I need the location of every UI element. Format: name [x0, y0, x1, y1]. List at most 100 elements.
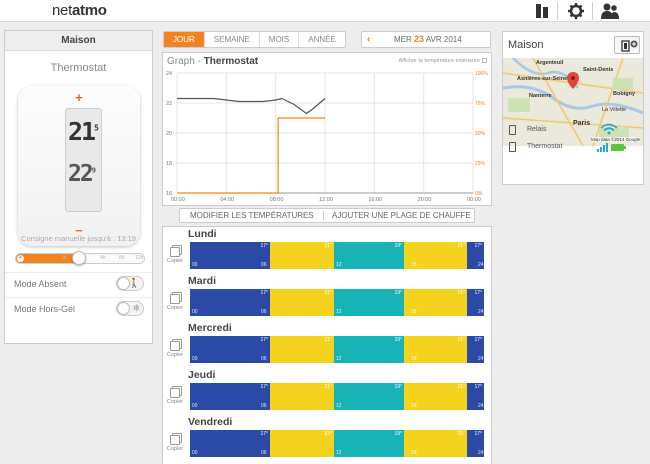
increase-temp-button[interactable]: +: [75, 90, 83, 105]
checkbox[interactable]: [482, 58, 487, 64]
day-schedule-bar[interactable]: 17° 21° 19° 21° 17° 00 06 12 18 24: [190, 242, 484, 269]
netatmo-logo[interactable]: netatmo: [52, 2, 107, 19]
weekly-schedule: Lundi Copier 17° 21° 19° 21° 17° 00 06 12 18 24 Mard…: [162, 226, 492, 464]
thermostat-add-icon: [621, 40, 638, 52]
copy-day-button[interactable]: Copier: [166, 294, 184, 311]
day-schedule-bar[interactable]: 17° 21° 19° 21° 17° 00 06 12 18 24: [190, 430, 484, 457]
schedule-period[interactable]: 19°: [334, 336, 404, 363]
divider: [323, 211, 324, 220]
period-temperature: 21°: [324, 243, 332, 249]
schedule-period[interactable]: 21°: [270, 383, 334, 410]
schedule-period[interactable]: 17°: [467, 289, 484, 316]
map-label: Paris: [573, 120, 591, 127]
schedule-period[interactable]: 21°: [270, 336, 334, 363]
tab-semaine[interactable]: SEMAINE: [205, 32, 260, 47]
copy-icon: [170, 294, 180, 304]
day-name: Vendredi: [188, 416, 233, 428]
day-schedule-bar[interactable]: 17° 21° 19° 21° 17° 00 06 12 18 24: [190, 336, 484, 363]
mode-hors-gel-label: Mode Hors-Gel: [14, 304, 76, 314]
period-temperature: 17°: [474, 337, 482, 343]
day-schedule-bar[interactable]: 17° 21° 19° 21° 17° 00 06 12 18 24: [190, 289, 484, 316]
users-icon[interactable]: [600, 2, 620, 20]
period-temperature: 19°: [394, 384, 402, 390]
show-outdoor-temp-option[interactable]: Afficher la température extérieure: [398, 58, 487, 64]
copy-label: Copier: [166, 352, 184, 358]
relay-icon: [509, 125, 516, 135]
schedule-period[interactable]: 17°: [190, 289, 270, 316]
schedule-period[interactable]: 17°: [190, 430, 270, 457]
schedule-period[interactable]: 21°: [270, 430, 334, 457]
schedule-period[interactable]: 17°: [190, 242, 270, 269]
schedule-period[interactable]: 21°: [404, 383, 467, 410]
settings-gear-icon[interactable]: [566, 2, 586, 20]
copy-label: Copier: [166, 305, 184, 311]
previous-day-button[interactable]: ‹: [367, 34, 371, 45]
period-temperature: 17°: [474, 431, 482, 437]
schedule-period[interactable]: 17°: [190, 336, 270, 363]
top-bar: netatmo: [0, 0, 650, 22]
schedule-period[interactable]: 21°: [404, 242, 467, 269]
period-temperature: 17°: [260, 384, 268, 390]
decrease-temp-button[interactable]: −: [75, 223, 83, 238]
schedule-period[interactable]: 21°: [270, 289, 334, 316]
copy-label: Copier: [166, 446, 184, 452]
map-label: Asnières-sur-Seine: [517, 76, 568, 82]
modify-temperatures-button[interactable]: MODIFIER LES TEMPÉRATURES: [190, 211, 314, 220]
copy-day-button[interactable]: Copier: [166, 388, 184, 405]
schedule-period[interactable]: 17°: [190, 383, 270, 410]
schedule-period[interactable]: 17°: [467, 242, 484, 269]
close-icon[interactable]: ×: [17, 255, 24, 262]
stations-icon[interactable]: [533, 2, 553, 20]
period-temperature: 19°: [394, 290, 402, 296]
date-navigator: ‹ MER 23 AVR 2014: [361, 31, 491, 48]
mode-absent-toggle[interactable]: 🚶: [116, 276, 144, 291]
y2-tick-label: 100%: [475, 71, 488, 77]
schedule-period[interactable]: 21°: [270, 242, 334, 269]
schedule-period[interactable]: 21°: [404, 289, 467, 316]
hour-mark: 06: [261, 262, 267, 268]
schedule-period[interactable]: 19°: [334, 383, 404, 410]
series-line: [177, 117, 325, 194]
copy-icon: [170, 341, 180, 351]
schedule-period[interactable]: 19°: [334, 289, 404, 316]
thermostat-panel: Maison Thermostat + 215 229 − Consigne m…: [4, 30, 153, 344]
hour-mark: 18: [411, 403, 417, 409]
add-heating-period-button[interactable]: AJOUTER UNE PLAGE DE CHAUFFE: [332, 211, 471, 220]
duration-slider[interactable]: × 3h 4h 8h 12h: [15, 251, 145, 265]
schedule-period[interactable]: 17°: [467, 430, 484, 457]
period-temperature: 21°: [324, 337, 332, 343]
schedule-period[interactable]: 21°: [404, 336, 467, 363]
y-tick-label: 16: [166, 191, 172, 197]
period-temperature: 21°: [324, 431, 332, 437]
tab-jour[interactable]: JOUR: [164, 32, 205, 47]
schedule-period[interactable]: 17°: [467, 383, 484, 410]
device-name: Thermostat: [50, 62, 107, 74]
schedule-period[interactable]: 19°: [334, 242, 404, 269]
copy-icon: [170, 388, 180, 398]
location-map[interactable]: Argenteuil Saint-Denis Asnières-sur-Sein…: [503, 58, 643, 146]
mode-absent-label: Mode Absent: [14, 279, 67, 289]
add-module-button[interactable]: [614, 36, 640, 54]
mode-hors-gel-toggle[interactable]: ❄: [116, 301, 144, 316]
schedule-period[interactable]: 17°: [467, 336, 484, 363]
home-panel: Maison Argenteuil Saint-Denis Asnières-s…: [502, 31, 644, 185]
schedule-period[interactable]: 21°: [404, 430, 467, 457]
period-temperature: 21°: [457, 337, 465, 343]
slider-knob[interactable]: [72, 251, 86, 265]
current-temp: 215: [68, 117, 99, 146]
schedule-period[interactable]: 19°: [334, 430, 404, 457]
copy-day-button[interactable]: Copier: [166, 341, 184, 358]
day-schedule-bar[interactable]: 17° 21° 19° 21° 17° 00 06 12 18 24: [190, 383, 484, 410]
period-temperature: 21°: [457, 384, 465, 390]
copy-day-button[interactable]: Copier: [166, 435, 184, 452]
hour-mark: 12: [336, 262, 342, 268]
period-temperature: 17°: [474, 384, 482, 390]
walking-person-icon: 🚶: [128, 278, 140, 288]
setpoint-temp: 229: [68, 161, 96, 187]
map-attribution: Map data ©2014 Google: [591, 137, 641, 142]
copy-day-button[interactable]: Copier: [166, 247, 184, 264]
tab-annee[interactable]: ANNÉE: [308, 35, 336, 44]
tab-mois[interactable]: MOIS: [260, 32, 300, 47]
hour-mark: 06: [261, 450, 267, 456]
graph-plot: 24 100%22 75%20 50%18 25%16 0%00:00 04:00 08:00…: [166, 71, 488, 203]
